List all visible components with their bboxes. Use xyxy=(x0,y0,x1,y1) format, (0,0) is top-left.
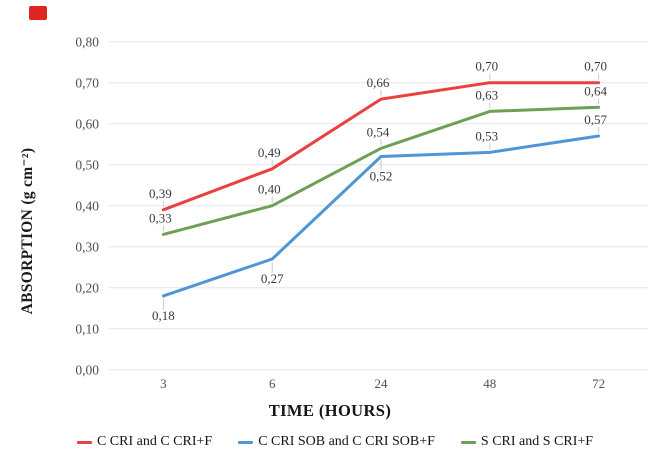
legend-item: C CRI SOB and C CRI SOB+F xyxy=(238,434,435,450)
data-label: 0,54 xyxy=(367,124,390,139)
data-label: 0,40 xyxy=(258,182,281,197)
x-tick-label: 72 xyxy=(592,376,605,391)
legend: C CRI and C CRI+F C CRI SOB and C CRI SOB… xyxy=(6,434,658,450)
series-line-0 xyxy=(161,81,601,212)
series-line-2 xyxy=(161,105,601,236)
legend-label: S CRI and S CRI+F xyxy=(480,434,594,449)
data-label: 0,52 xyxy=(370,169,393,184)
data-label: 0,57 xyxy=(584,112,607,127)
y-axis-title: ABSORPTION (g cm⁻²) xyxy=(19,147,36,315)
legend-label: C CRI SOB and C CRI SOB+F xyxy=(258,434,435,449)
legend-swatch-icon xyxy=(238,440,254,444)
x-tick-label: 24 xyxy=(375,376,389,391)
data-label: 0,53 xyxy=(475,128,498,143)
series-line-1 xyxy=(161,134,601,298)
x-tick-label: 6 xyxy=(269,376,276,391)
y-tick-label: 0,80 xyxy=(75,34,99,49)
x-tick-label: 48 xyxy=(483,376,496,391)
y-tick-label: 0,50 xyxy=(75,157,99,172)
data-label: 0,49 xyxy=(258,145,281,160)
x-tick-label: 3 xyxy=(160,376,167,391)
y-tick-label: 0,00 xyxy=(75,362,99,377)
data-label: 0,66 xyxy=(367,75,390,90)
legend-swatch-icon xyxy=(76,440,92,444)
data-label: 0,27 xyxy=(261,271,284,286)
legend-item: C CRI and C CRI+F xyxy=(76,434,213,450)
legend-item: S CRI and S CRI+F xyxy=(460,434,594,450)
legend-label: C CRI and C CRI+F xyxy=(96,434,213,449)
x-axis-title: TIME (HOURS) xyxy=(268,401,392,420)
y-tick-label: 0,20 xyxy=(75,280,99,295)
data-label: 0,18 xyxy=(152,308,175,323)
y-tick-label: 0,30 xyxy=(75,239,99,254)
data-label: 0,64 xyxy=(584,83,607,98)
y-tick-label: 0,10 xyxy=(75,321,99,336)
y-tick-label: 0,40 xyxy=(75,198,99,213)
y-tick-label: 0,70 xyxy=(75,75,99,90)
legend-swatch-icon xyxy=(460,440,476,444)
data-label: 0,70 xyxy=(584,59,607,74)
data-label: 0,39 xyxy=(149,186,172,201)
red-marker xyxy=(29,6,47,20)
data-label: 0,63 xyxy=(475,87,498,102)
data-label: 0,33 xyxy=(149,210,172,225)
y-tick-label: 0,60 xyxy=(75,116,99,131)
data-label: 0,70 xyxy=(475,59,498,74)
